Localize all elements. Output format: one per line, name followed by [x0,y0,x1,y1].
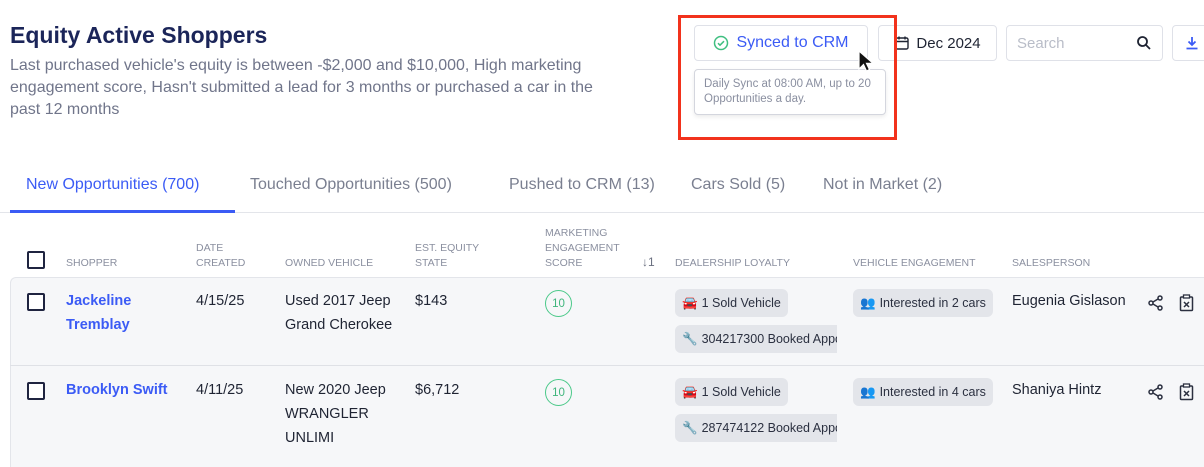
score-badge: 10 [545,379,572,406]
table-body [10,277,1204,467]
date-created: 4/15/25 [196,293,245,309]
download-icon [1186,37,1198,50]
active-tab-indicator [10,210,235,213]
sort-indicator[interactable]: ↓1 [642,255,655,269]
loyalty-text: 1 Sold Vehicle [701,385,781,399]
wrench-icon: 🔧 [682,420,698,435]
loyalty-text: 1 Sold Vehicle [701,296,781,310]
loyalty-chip: 🚘 1 Sold Vehicle [675,378,788,406]
loyalty-chip: 🚘 1 Sold Vehicle [675,289,788,317]
owned-vehicle: Used 2017 Jeep Grand Cherokee [285,293,393,333]
tab-new-opportunities[interactable]: New Opportunities (700) [26,176,200,193]
col-dealership-loyalty[interactable]: Dealership Loyalty [675,257,790,269]
wrench-icon: 🔧 [682,331,698,346]
select-all-checkbox[interactable] [27,251,45,269]
score-badge: 10 [545,290,572,317]
users-check-icon: 👥 [860,384,876,399]
date-label: Dec 2024 [916,34,981,52]
engagement-chip: 👥 Interested in 4 cars [853,378,993,406]
row-divider [10,365,1204,366]
page-title: Equity Active Shoppers [10,22,268,48]
col-score[interactable]: Marketing Engagement Score [545,227,620,269]
shopper-link[interactable]: Brooklyn Swift [66,382,168,398]
engagement-text: Interested in 4 cars [879,385,986,399]
col-date-created[interactable]: Date Created [196,242,246,269]
date-created: 4/11/25 [196,382,244,398]
col-salesperson[interactable]: Salesperson [1012,257,1091,269]
search-input[interactable]: Search [1006,25,1163,61]
car-icon: 🚘 [682,384,698,399]
users-check-icon: 👥 [860,295,876,310]
tab-bar: New Opportunities (700) Touched Opportun… [0,170,1204,213]
page-subtitle: Last purchased vehicle's equity is betwe… [10,57,593,118]
date-picker-button[interactable]: Dec 2024 [878,25,997,61]
col-vehicle-engagement[interactable]: Vehicle Engagement [853,257,976,269]
tab-pushed-to-crm[interactable]: Pushed to CRM (13) [509,176,655,193]
share-icon[interactable] [1148,295,1164,311]
equity-value: $6,712 [415,382,460,398]
engagement-chip: 👥 Interested in 2 cars [853,289,993,317]
salesperson: Shaniya Hintz [1012,382,1102,398]
share-icon[interactable] [1148,384,1164,400]
shopper-link[interactable]: Jackeline Tremblay [66,293,132,333]
search-icon[interactable] [1136,35,1152,51]
mouse-cursor-icon [858,50,875,72]
col-owned-vehicle[interactable]: Owned Vehicle [285,257,374,269]
search-placeholder: Search [1017,34,1065,52]
col-equity[interactable]: Est. Equity State [415,242,479,269]
tab-cars-sold[interactable]: Cars Sold (5) [691,176,786,193]
car-icon: 🚘 [682,295,698,310]
appointment-chip: 🔧 287474122 Booked Appoir [675,414,837,442]
synced-to-crm-button[interactable]: Synced to CRM [694,25,868,61]
row-checkbox[interactable] [27,382,45,400]
row-checkbox[interactable] [27,293,45,311]
engagement-text: Interested in 2 cars [879,296,986,310]
sync-tooltip: Daily Sync at 08:00 AM, up to 20 Opportu… [694,69,886,115]
owned-vehicle: New 2020 Jeep WRANGLER UNLIMI [285,382,386,446]
col-shopper[interactable]: Shopper [66,257,118,269]
annotation-highlight-box [678,15,897,140]
tab-not-in-market[interactable]: Not in Market (2) [823,176,943,193]
download-button[interactable] [1172,25,1204,61]
check-circle-icon [714,35,729,51]
equity-value: $143 [415,293,448,309]
clipboard-x-icon[interactable] [1179,294,1194,312]
sync-label: Synced to CRM [736,34,849,51]
clipboard-x-icon[interactable] [1179,383,1194,401]
salesperson: Eugenia Gislason [1012,293,1126,309]
appointment-text: 287474122 Booked Appoir [701,421,837,435]
appointment-text: 304217300 Booked Appoi [701,332,837,346]
tab-touched-opportunities[interactable]: Touched Opportunities (500) [250,176,452,193]
appointment-chip: 🔧 304217300 Booked Appoi [675,325,837,353]
